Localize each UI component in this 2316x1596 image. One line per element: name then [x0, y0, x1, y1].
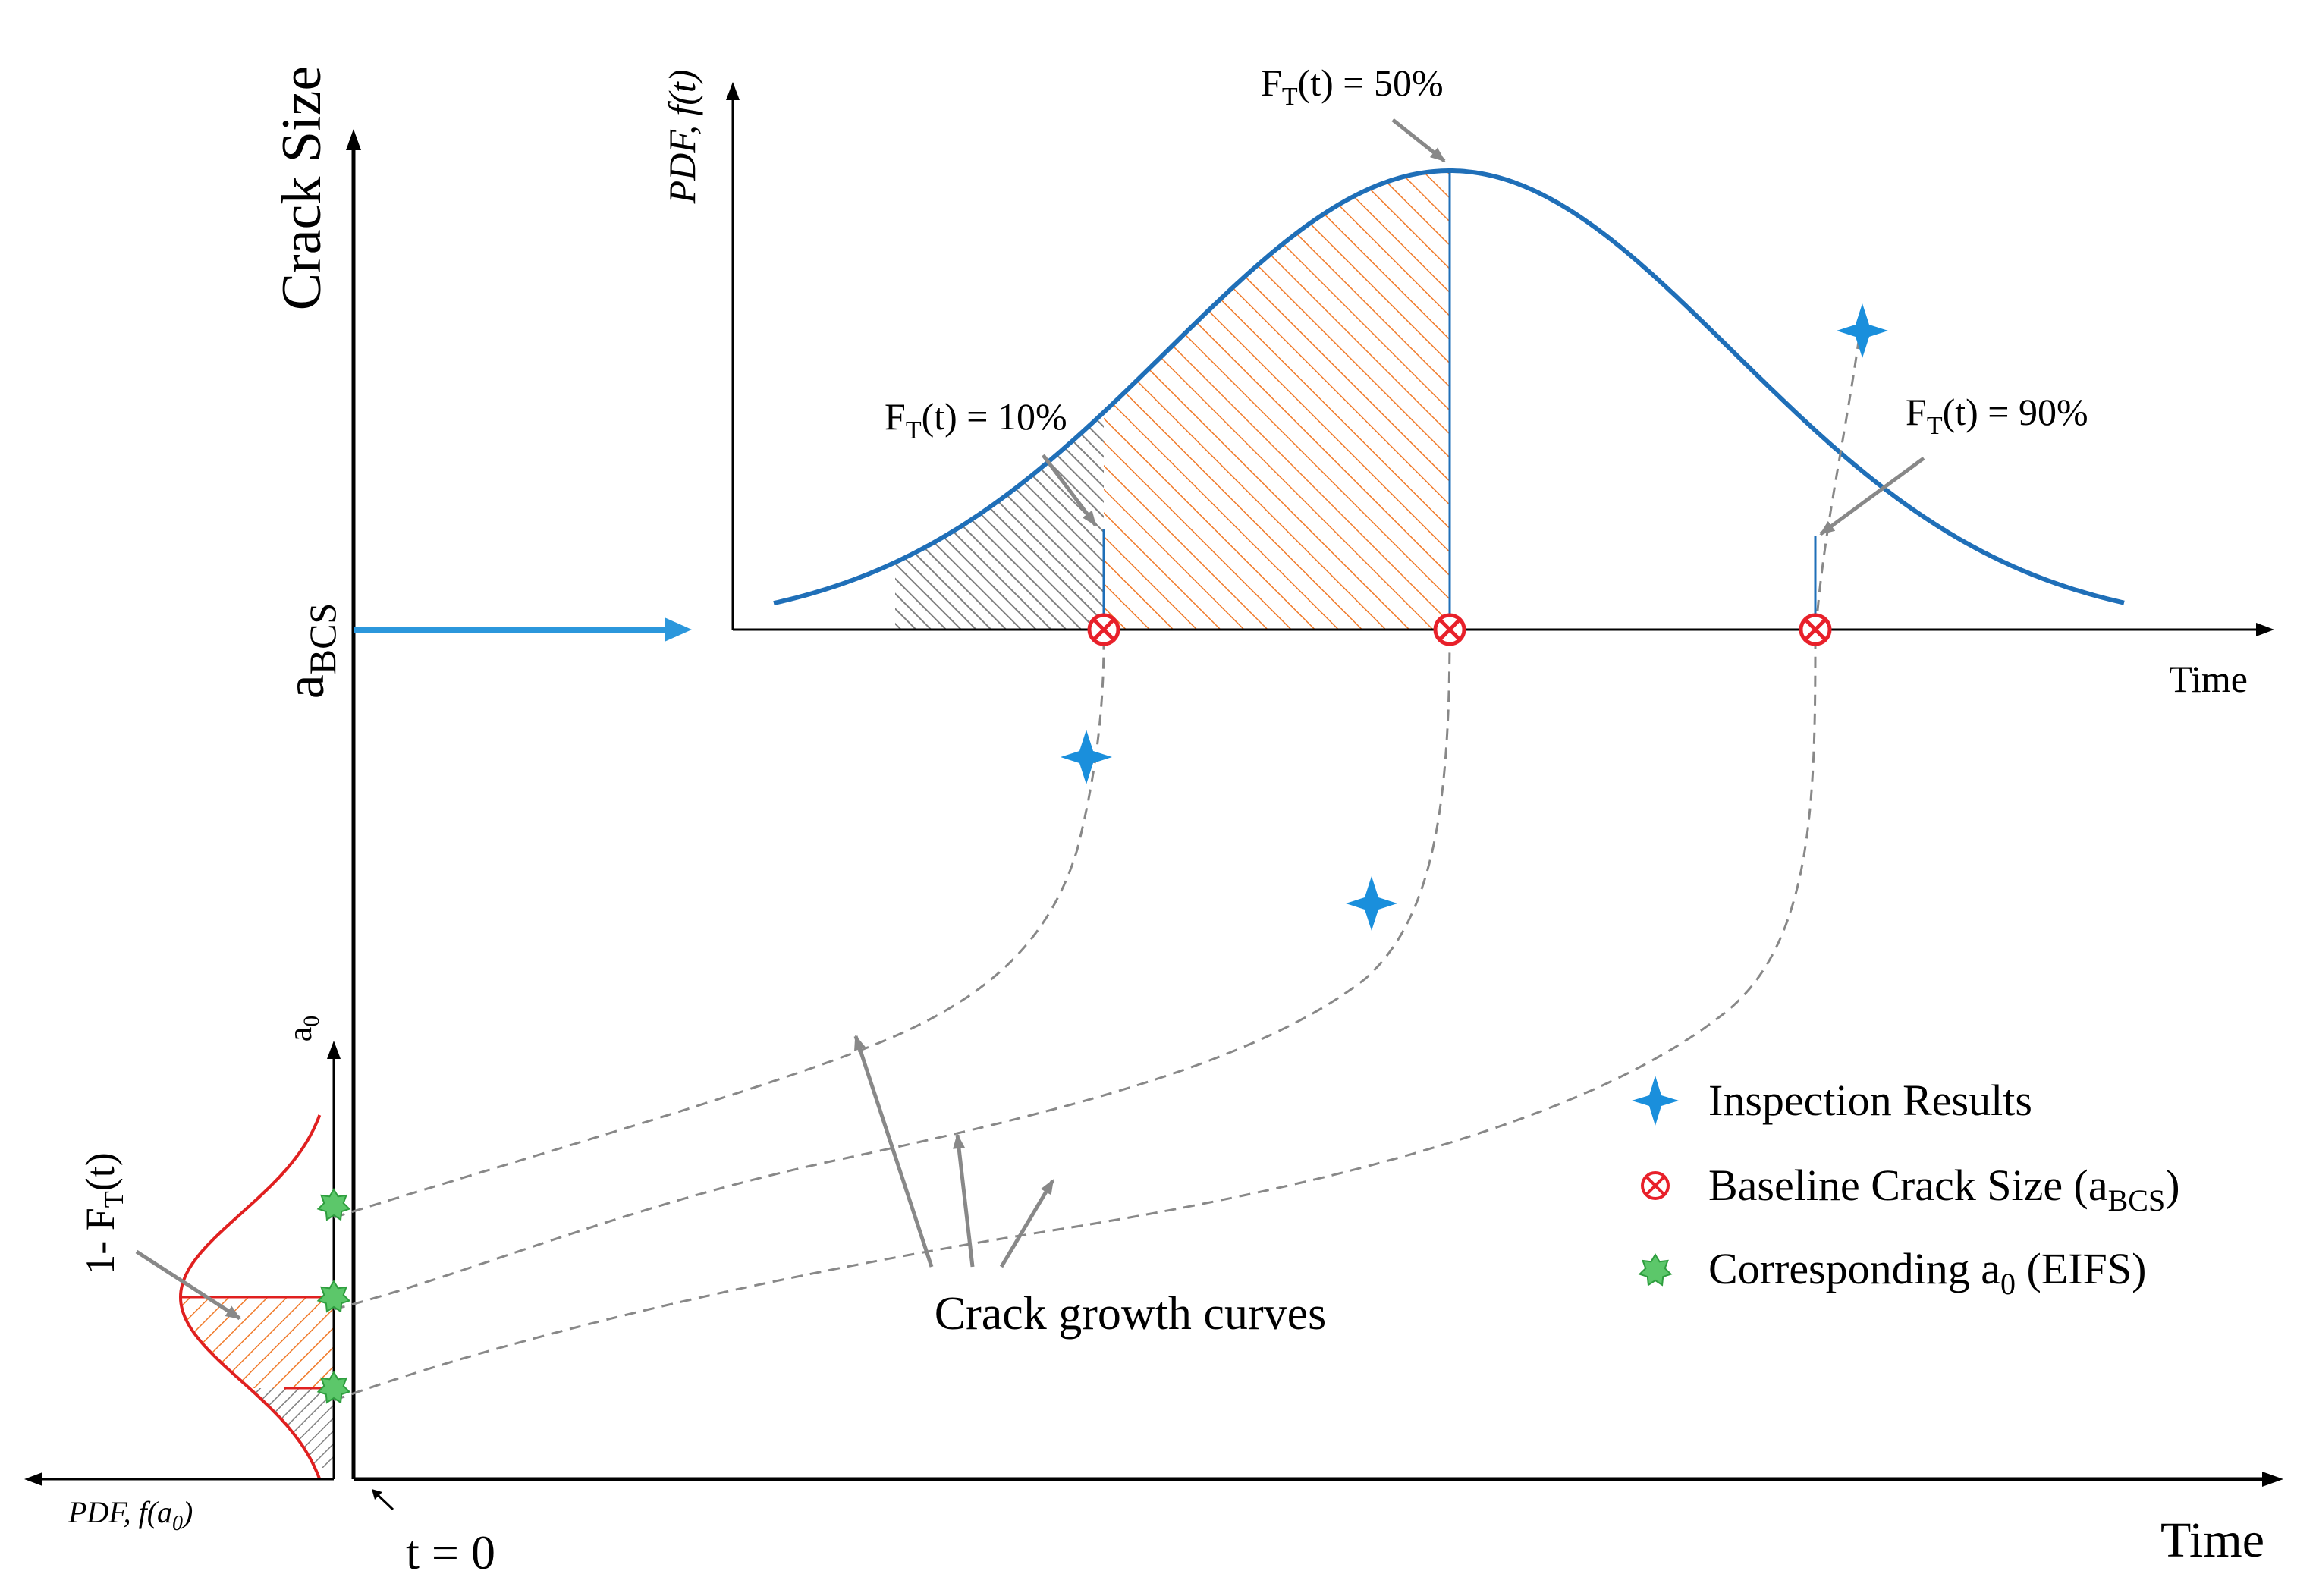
- annotation-50: FT(t) = 50%: [1261, 61, 1446, 162]
- crack-size-label: Crack Size: [271, 66, 333, 311]
- annotation-10: FT(t) = 10%: [885, 395, 1097, 526]
- t-zero-pointer: [372, 1489, 394, 1511]
- inspection-stars: [1061, 303, 1888, 931]
- svg-text:FT(t) = 10%: FT(t) = 10%: [885, 395, 1067, 445]
- a0-axis-label: a0: [281, 1016, 324, 1042]
- main-time-label: Time: [2160, 1513, 2264, 1568]
- pdf-a0-x-label: PDF, f(a0): [68, 1495, 193, 1535]
- inspection-star-2: [1346, 876, 1397, 931]
- a0-y-arrowhead: [327, 1041, 341, 1059]
- eifs-star-3: [316, 1371, 351, 1404]
- eifs-stars: [316, 1188, 351, 1404]
- one-minus-ft-label: 1- FT(t): [77, 1152, 129, 1274]
- pdf-time-plot: [726, 82, 2274, 636]
- svg-text:1- FT(t): 1- FT(t): [77, 1152, 129, 1274]
- svg-text:Corresponding a0 (EIFS): Corresponding a0 (EIFS): [1708, 1244, 2146, 1301]
- main-y-arrowhead: [346, 129, 361, 150]
- legend-inspection: Inspection Results: [1632, 1076, 2032, 1126]
- crack-curves-label: Crack growth curves: [935, 1288, 1327, 1340]
- pdf-time-x-label: Time: [2169, 658, 2248, 700]
- main-x-arrowhead: [2262, 1472, 2283, 1487]
- annotation-90: FT(t) = 90%: [1819, 391, 2088, 536]
- crack-curve-2: [333, 640, 1451, 1311]
- svg-text:Inspection Results: Inspection Results: [1708, 1076, 2032, 1125]
- baseline-marker-3: [1799, 613, 1832, 646]
- baseline-marker-1: [1087, 613, 1120, 646]
- legend-eifs: Corresponding a0 (EIFS): [1638, 1244, 2146, 1301]
- pdf-hatch-gray: [895, 412, 1104, 630]
- pdf-hatch-orange: [1104, 171, 1450, 630]
- svg-text:Baseline Crack Size (aBCS): Baseline Crack Size (aBCS): [1708, 1161, 2180, 1217]
- eifs-star-2: [316, 1280, 351, 1313]
- inspection-star-3: [1837, 303, 1888, 358]
- a-bcs-label: aBCS: [275, 603, 344, 699]
- crack-curves-label-group: Crack growth curves: [853, 1035, 1327, 1340]
- a0-hatch-orange: [181, 1297, 334, 1388]
- eifs-star-1: [316, 1188, 351, 1221]
- a-bcs-arrow: [354, 617, 692, 642]
- legend-baseline-icon: [1641, 1171, 1670, 1200]
- legend: Inspection Results Baseline Crack Size (…: [1632, 1076, 2180, 1301]
- a0-pdf-curve: [178, 1114, 322, 1480]
- crack-curve-3: [333, 341, 1860, 1402]
- pdf-y-arrowhead: [726, 82, 740, 100]
- svg-text:a0: a0: [281, 1016, 324, 1042]
- legend-baseline: Baseline Crack Size (aBCS): [1641, 1161, 2180, 1217]
- pdf-time-y-label: PDF, f(t): [661, 70, 703, 205]
- a0-hatch-gray: [249, 1388, 334, 1468]
- svg-text:FT(t) = 50%: FT(t) = 50%: [1261, 61, 1444, 111]
- pdf-x-arrowhead: [2256, 623, 2274, 636]
- crack-growth-curves: [333, 341, 1860, 1402]
- pdf-a0-plot: [24, 1041, 341, 1486]
- crack-curve-1: [333, 640, 1105, 1219]
- legend-inspection-icon: [1632, 1076, 1679, 1126]
- a0-x-arrowhead: [24, 1472, 42, 1486]
- pdf-time-curve: [773, 168, 2125, 606]
- main-axes: [346, 129, 2283, 1487]
- one-minus-ft-pointer: [135, 1249, 241, 1321]
- baseline-marker-2: [1433, 613, 1466, 646]
- inspection-star-1: [1061, 730, 1112, 784]
- baseline-markers: [1087, 613, 1832, 646]
- svg-text:FT(t) = 90%: FT(t) = 90%: [1906, 391, 2088, 440]
- t-zero-label: t = 0: [406, 1525, 495, 1579]
- svg-text:aBCS: aBCS: [275, 603, 344, 699]
- legend-eifs-icon: [1638, 1253, 1673, 1287]
